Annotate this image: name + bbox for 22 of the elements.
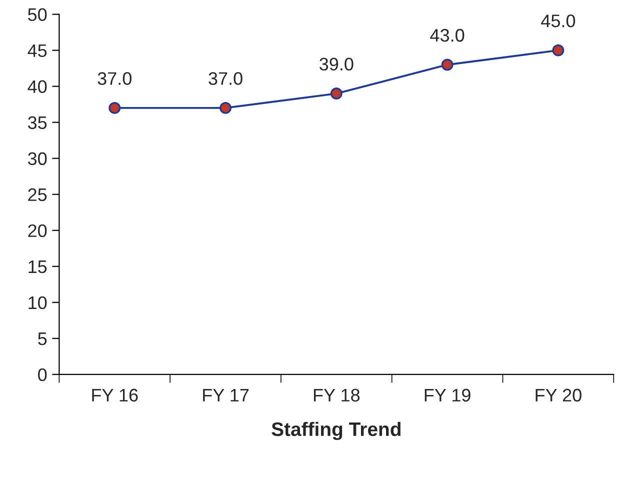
x-tick-label: FY 17: [203, 388, 249, 402]
y-tick-label: 30: [28, 152, 47, 166]
y-tick-label: 15: [28, 260, 47, 274]
x-tick-label: FY 18: [314, 388, 360, 402]
data-label: 39.0: [320, 58, 354, 71]
data-label: 37.0: [98, 72, 132, 85]
y-tick-label: 45: [28, 44, 47, 58]
y-tick-label: 40: [28, 80, 47, 94]
y-tick-label: 25: [28, 188, 47, 202]
x-tick-label: FY 20: [536, 388, 582, 402]
data-label: 43.0: [430, 28, 464, 42]
y-tick-label: 0: [38, 368, 47, 382]
y-tick-label: 5: [38, 332, 47, 346]
x-tick-label: FY 19: [424, 388, 470, 402]
data-label: 45.0: [541, 14, 576, 28]
data-label: 37.0: [208, 72, 242, 85]
x-tick-label: FY 16: [92, 388, 138, 402]
y-tick-label: 35: [28, 116, 47, 130]
y-tick-label: 50: [28, 8, 47, 22]
y-tick-label: 10: [28, 296, 47, 310]
y-tick-label: 20: [28, 224, 47, 238]
x-axis-title: Staffing Trend: [272, 422, 400, 440]
